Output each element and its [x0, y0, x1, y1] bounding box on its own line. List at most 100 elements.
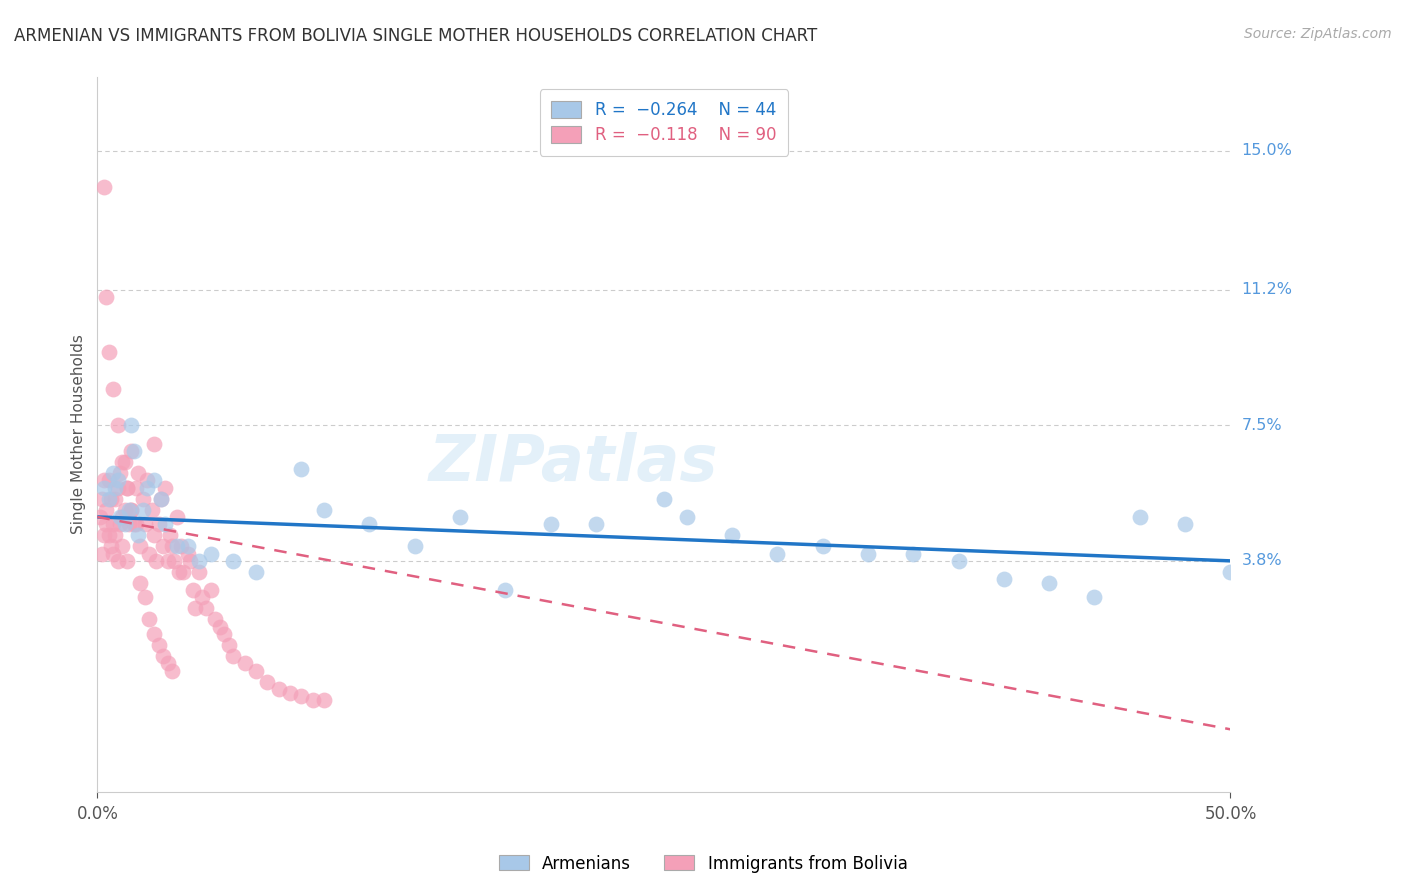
Point — [125, 517, 148, 532]
Point — [89, 510, 111, 524]
Point — [301, 693, 323, 707]
Point — [134, 591, 156, 605]
Point — [97, 491, 120, 506]
Point — [107, 554, 129, 568]
Point — [131, 491, 153, 506]
Point — [148, 517, 170, 532]
Point — [766, 547, 789, 561]
Point — [115, 481, 138, 495]
Point — [245, 664, 267, 678]
Point — [214, 627, 236, 641]
Point — [93, 528, 115, 542]
Point — [103, 466, 125, 480]
Point — [111, 455, 134, 469]
Point — [134, 517, 156, 532]
Point — [156, 554, 179, 568]
Point — [184, 601, 207, 615]
Point — [245, 565, 267, 579]
Point — [166, 510, 188, 524]
Point — [195, 601, 218, 615]
Point — [233, 657, 256, 671]
Point — [181, 583, 204, 598]
Point — [208, 620, 231, 634]
Point — [115, 481, 138, 495]
Point — [104, 528, 127, 542]
Point — [359, 517, 381, 532]
Point — [540, 517, 562, 532]
Point — [721, 528, 744, 542]
Point — [125, 481, 148, 495]
Point — [143, 436, 166, 450]
Point — [290, 462, 312, 476]
Point — [160, 664, 183, 678]
Point — [1129, 510, 1152, 524]
Point — [129, 575, 152, 590]
Point — [127, 528, 149, 542]
Text: ZIPatlas: ZIPatlas — [429, 432, 718, 494]
Point — [177, 547, 200, 561]
Point — [312, 693, 335, 707]
Point — [136, 473, 159, 487]
Point — [156, 657, 179, 671]
Point — [120, 444, 142, 458]
Point — [93, 473, 115, 487]
Point — [159, 528, 181, 542]
Point — [652, 491, 675, 506]
Point — [114, 502, 136, 516]
Point — [118, 502, 141, 516]
Point — [811, 539, 834, 553]
Text: 3.8%: 3.8% — [1241, 553, 1282, 568]
Point — [148, 638, 170, 652]
Text: 11.2%: 11.2% — [1241, 283, 1292, 297]
Point — [122, 517, 145, 532]
Point — [103, 382, 125, 396]
Point — [155, 517, 177, 532]
Point — [97, 528, 120, 542]
Point — [118, 517, 141, 532]
Point — [167, 565, 190, 579]
Point — [108, 510, 131, 524]
Point — [1038, 575, 1060, 590]
Point — [1083, 591, 1105, 605]
Legend: R =  −0.264    N = 44, R =  −0.118    N = 90: R = −0.264 N = 44, R = −0.118 N = 90 — [540, 89, 787, 156]
Point — [149, 491, 172, 506]
Point — [111, 510, 134, 524]
Point — [200, 547, 222, 561]
Point — [138, 547, 160, 561]
Point — [93, 180, 115, 194]
Point — [107, 481, 129, 495]
Point — [170, 539, 193, 553]
Point — [256, 674, 278, 689]
Point — [143, 528, 166, 542]
Point — [104, 481, 127, 495]
Point — [114, 455, 136, 469]
Point — [404, 539, 426, 553]
Point — [267, 681, 290, 696]
Point — [120, 502, 142, 516]
Point — [190, 591, 212, 605]
Point — [155, 481, 177, 495]
Point — [104, 491, 127, 506]
Point — [449, 510, 471, 524]
Point — [138, 612, 160, 626]
Point — [312, 502, 335, 516]
Point — [172, 565, 194, 579]
Point — [856, 547, 879, 561]
Point — [218, 638, 240, 652]
Point — [494, 583, 516, 598]
Point — [90, 547, 112, 561]
Point — [290, 690, 312, 704]
Point — [141, 502, 163, 516]
Point — [200, 583, 222, 598]
Point — [163, 554, 186, 568]
Y-axis label: Single Mother Households: Single Mother Households — [72, 334, 86, 534]
Point — [585, 517, 607, 532]
Point — [675, 510, 697, 524]
Point — [179, 554, 201, 568]
Point — [188, 554, 211, 568]
Text: 15.0%: 15.0% — [1241, 144, 1292, 158]
Point — [1219, 565, 1241, 579]
Point — [152, 539, 174, 553]
Point — [115, 554, 138, 568]
Point — [129, 539, 152, 553]
